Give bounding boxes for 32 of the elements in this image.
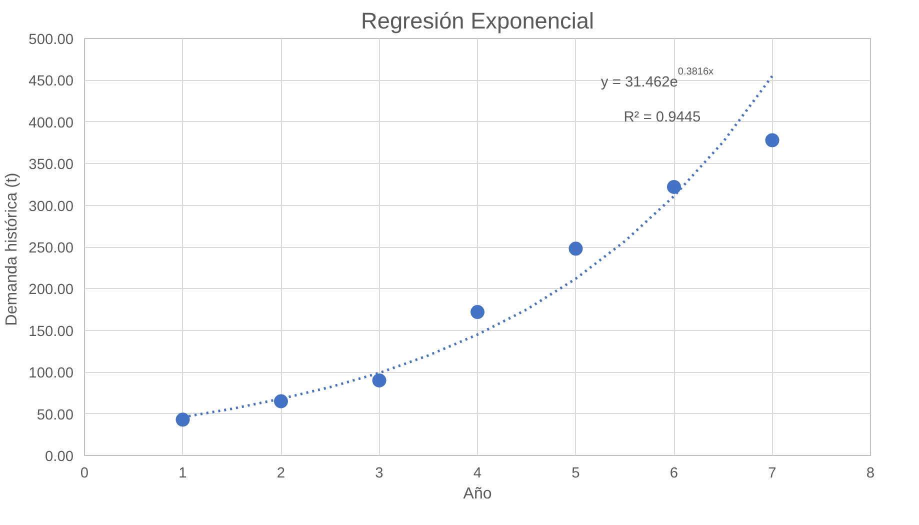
y-tick-label: 250.00 (28, 240, 74, 256)
annotation: R² = 0.9445 (624, 110, 701, 126)
y-tick-label: 400.00 (28, 115, 74, 132)
x-tick-label: 4 (473, 466, 482, 482)
y-tick-label: 350.00 (28, 157, 74, 174)
x-tick-label: 6 (670, 466, 678, 482)
y-tick-label: 300.00 (28, 198, 74, 215)
x-tick-label: 5 (572, 466, 580, 482)
point (568, 242, 583, 256)
x-tick-label: 7 (768, 466, 776, 482)
point (176, 412, 190, 427)
y-tick-label: 100.00 (28, 366, 74, 382)
y-tick-label: 450.00 (28, 74, 74, 90)
chart-title: Regresión Exponencial (361, 8, 594, 34)
x-tick-label: 8 (866, 466, 875, 482)
y-tick-label: 0.00 (44, 449, 74, 465)
x-tick-label: 3 (375, 466, 384, 482)
point (667, 180, 681, 194)
y-tick-label: 50.00 (36, 407, 74, 424)
point (470, 305, 484, 320)
x-tick-label: 1 (178, 466, 187, 482)
y-tick-label: 150.00 (28, 324, 74, 340)
point (372, 373, 386, 388)
y-tick-label: 200.00 (28, 282, 74, 298)
x-tick-label: 0 (80, 466, 89, 482)
y-axis-title: Demanda histórica (t) (4, 172, 21, 326)
x-axis-title: Año (463, 486, 492, 502)
annotation: y = 31.462e0.3816x (600, 66, 714, 90)
x-tick-label: 2 (276, 466, 286, 482)
point (274, 394, 288, 408)
point (765, 133, 780, 148)
y-tick-label: 500.00 (28, 32, 74, 48)
